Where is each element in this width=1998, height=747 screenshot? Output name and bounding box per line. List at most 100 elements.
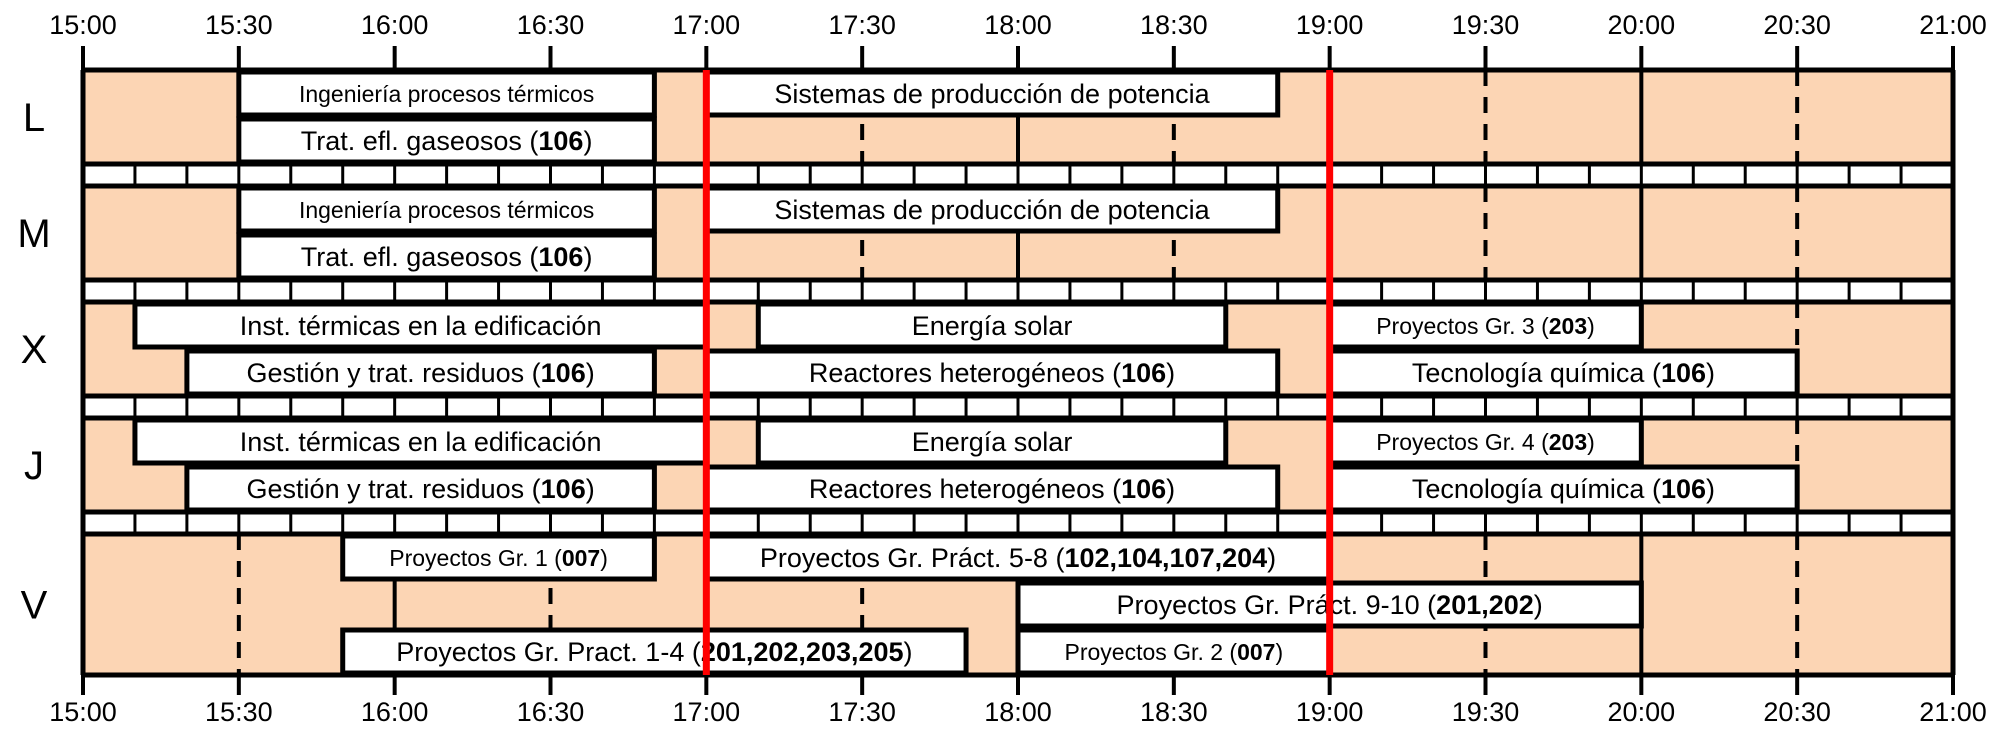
course-label-part: 102,104,107,204 bbox=[1064, 543, 1267, 573]
course-label-part: ) bbox=[1706, 474, 1715, 504]
course-label-part: ) bbox=[583, 126, 592, 156]
course-label-part: ) bbox=[1534, 590, 1543, 620]
course-cell bbox=[236, 185, 657, 234]
course-cell bbox=[340, 533, 657, 582]
course-label-part: ) bbox=[904, 637, 913, 667]
course-label-part: Sistemas de producción de potencia bbox=[774, 79, 1210, 109]
time-tick-label-bottom: 16:30 bbox=[517, 697, 585, 727]
course-label: Reactores heterogéneos (106) bbox=[809, 474, 1175, 504]
course-cell bbox=[236, 69, 657, 118]
time-tick-label-top: 19:00 bbox=[1296, 10, 1364, 40]
course-label-part: Tecnología química ( bbox=[1412, 474, 1661, 504]
course-label-part: Ingeniería procesos térmicos bbox=[299, 81, 594, 107]
course-label: Proyectos Gr. 2 (007) bbox=[1065, 639, 1284, 665]
day-label: M bbox=[17, 212, 50, 256]
course-label-part: 106 bbox=[1661, 474, 1706, 504]
course-label: Ingeniería procesos térmicos bbox=[299, 197, 594, 223]
course-label-part: Inst. térmicas en la edificación bbox=[240, 311, 602, 341]
course-label-part: 106 bbox=[538, 242, 583, 272]
time-tick-label-bottom: 19:30 bbox=[1452, 697, 1520, 727]
course-label-part: Sistemas de producción de potencia bbox=[774, 195, 1210, 225]
course-label-part: 106 bbox=[1121, 358, 1166, 388]
course-label-part: Proyectos Gr. Pract. 1-4 ( bbox=[396, 637, 701, 667]
course-label-part: 106 bbox=[538, 126, 583, 156]
course-label: Tecnología química (106) bbox=[1412, 358, 1715, 388]
course-cell bbox=[184, 464, 657, 513]
course-label-part: Energía solar bbox=[912, 427, 1073, 457]
day-label: L bbox=[23, 96, 45, 140]
course-label: Inst. térmicas en la edificación bbox=[240, 311, 602, 341]
time-tick-label-top: 17:30 bbox=[828, 10, 896, 40]
course-label-part: 201,202,203,205 bbox=[701, 637, 904, 667]
time-tick-label-top: 16:00 bbox=[361, 10, 429, 40]
course-label-part: Proyectos Gr. 1 ( bbox=[389, 545, 562, 571]
time-tick-label-bottom: 17:00 bbox=[673, 697, 741, 727]
course-label-part: 203 bbox=[1549, 313, 1587, 339]
course-cell bbox=[1327, 301, 1644, 350]
course-label: Proyectos Gr. Pract. 1-4 (201,202,203,20… bbox=[396, 637, 912, 667]
course-cell bbox=[1327, 348, 1800, 397]
course-label: Proyectos Gr. 4 (203) bbox=[1376, 429, 1595, 455]
course-label-part: Proyectos Gr. 4 ( bbox=[1376, 429, 1549, 455]
time-tick-label-bottom: 18:00 bbox=[984, 697, 1052, 727]
course-label-part: Trat. efl. gaseosos ( bbox=[301, 242, 539, 272]
course-label-part: ) bbox=[1587, 313, 1595, 339]
course-label: Energía solar bbox=[912, 311, 1073, 341]
time-tick-label-bottom: 15:30 bbox=[205, 697, 273, 727]
course-label: Sistemas de producción de potencia bbox=[774, 195, 1210, 225]
course-label-part: Proyectos Gr. 3 ( bbox=[1376, 313, 1549, 339]
course-label-part: Proyectos Gr. Práct. 9-10 ( bbox=[1117, 590, 1437, 620]
course-label-part: Tecnología química ( bbox=[1412, 358, 1661, 388]
course-label: Tecnología química (106) bbox=[1412, 474, 1715, 504]
course-label: Inst. térmicas en la edificación bbox=[240, 427, 602, 457]
course-label-part: Proyectos Gr. 2 ( bbox=[1065, 639, 1238, 665]
course-label-part: Proyectos Gr. Práct. 5-8 ( bbox=[760, 543, 1065, 573]
day-label: X bbox=[21, 328, 48, 372]
course-cell bbox=[236, 116, 657, 165]
course-label: Gestión y trat. residuos (106) bbox=[247, 474, 595, 504]
time-tick-label-top: 20:30 bbox=[1763, 10, 1831, 40]
course-label-part: Energía solar bbox=[912, 311, 1073, 341]
course-label-part: 106 bbox=[541, 358, 586, 388]
course-label-part: Gestión y trat. residuos ( bbox=[247, 358, 541, 388]
course-label-part: Gestión y trat. residuos ( bbox=[247, 474, 541, 504]
day-label: J bbox=[24, 444, 44, 488]
course-label-part: ) bbox=[1267, 543, 1276, 573]
course-label: Proyectos Gr. 3 (203) bbox=[1376, 313, 1595, 339]
course-cell bbox=[1327, 417, 1644, 466]
course-label: Gestión y trat. residuos (106) bbox=[247, 358, 595, 388]
course-label-part: 106 bbox=[1121, 474, 1166, 504]
course-label-part: ) bbox=[600, 545, 608, 571]
course-label-part: Trat. efl. gaseosos ( bbox=[301, 126, 539, 156]
time-tick-label-bottom: 15:00 bbox=[49, 697, 117, 727]
time-tick-label-bottom: 16:00 bbox=[361, 697, 429, 727]
time-tick-label-top: 15:00 bbox=[49, 10, 117, 40]
course-cell bbox=[340, 627, 969, 676]
course-label-part: ) bbox=[1587, 429, 1595, 455]
time-tick-label-top: 18:00 bbox=[984, 10, 1052, 40]
course-label-part: 106 bbox=[1661, 358, 1706, 388]
time-tick-label-bottom: 20:00 bbox=[1608, 697, 1676, 727]
time-tick-label-top: 17:00 bbox=[673, 10, 741, 40]
time-tick-label-top: 19:30 bbox=[1452, 10, 1520, 40]
course-label: Trat. efl. gaseosos (106) bbox=[301, 126, 593, 156]
course-label-part: Inst. térmicas en la edificación bbox=[240, 427, 602, 457]
time-tick-label-top: 15:30 bbox=[205, 10, 273, 40]
course-cell bbox=[184, 348, 657, 397]
time-tick-label-bottom: 17:30 bbox=[828, 697, 896, 727]
course-label: Sistemas de producción de potencia bbox=[774, 79, 1210, 109]
course-label: Reactores heterogéneos (106) bbox=[809, 358, 1175, 388]
course-label-part: Ingeniería procesos térmicos bbox=[299, 197, 594, 223]
course-label-part: 203 bbox=[1549, 429, 1587, 455]
course-label: Proyectos Gr. Práct. 9-10 (201,202) bbox=[1117, 590, 1543, 620]
time-tick-label-bottom: 19:00 bbox=[1296, 697, 1364, 727]
course-label: Proyectos Gr. 1 (007) bbox=[389, 545, 608, 571]
time-tick-label-bottom: 18:30 bbox=[1140, 697, 1208, 727]
course-cell bbox=[132, 301, 709, 350]
course-label: Proyectos Gr. Práct. 5-8 (102,104,107,20… bbox=[760, 543, 1276, 573]
course-label-part: Reactores heterogéneos ( bbox=[809, 474, 1121, 504]
day-label: V bbox=[21, 584, 48, 628]
time-tick-label-bottom: 21:00 bbox=[1919, 697, 1987, 727]
course-cell bbox=[703, 533, 1333, 582]
course-label-part: 106 bbox=[541, 474, 586, 504]
